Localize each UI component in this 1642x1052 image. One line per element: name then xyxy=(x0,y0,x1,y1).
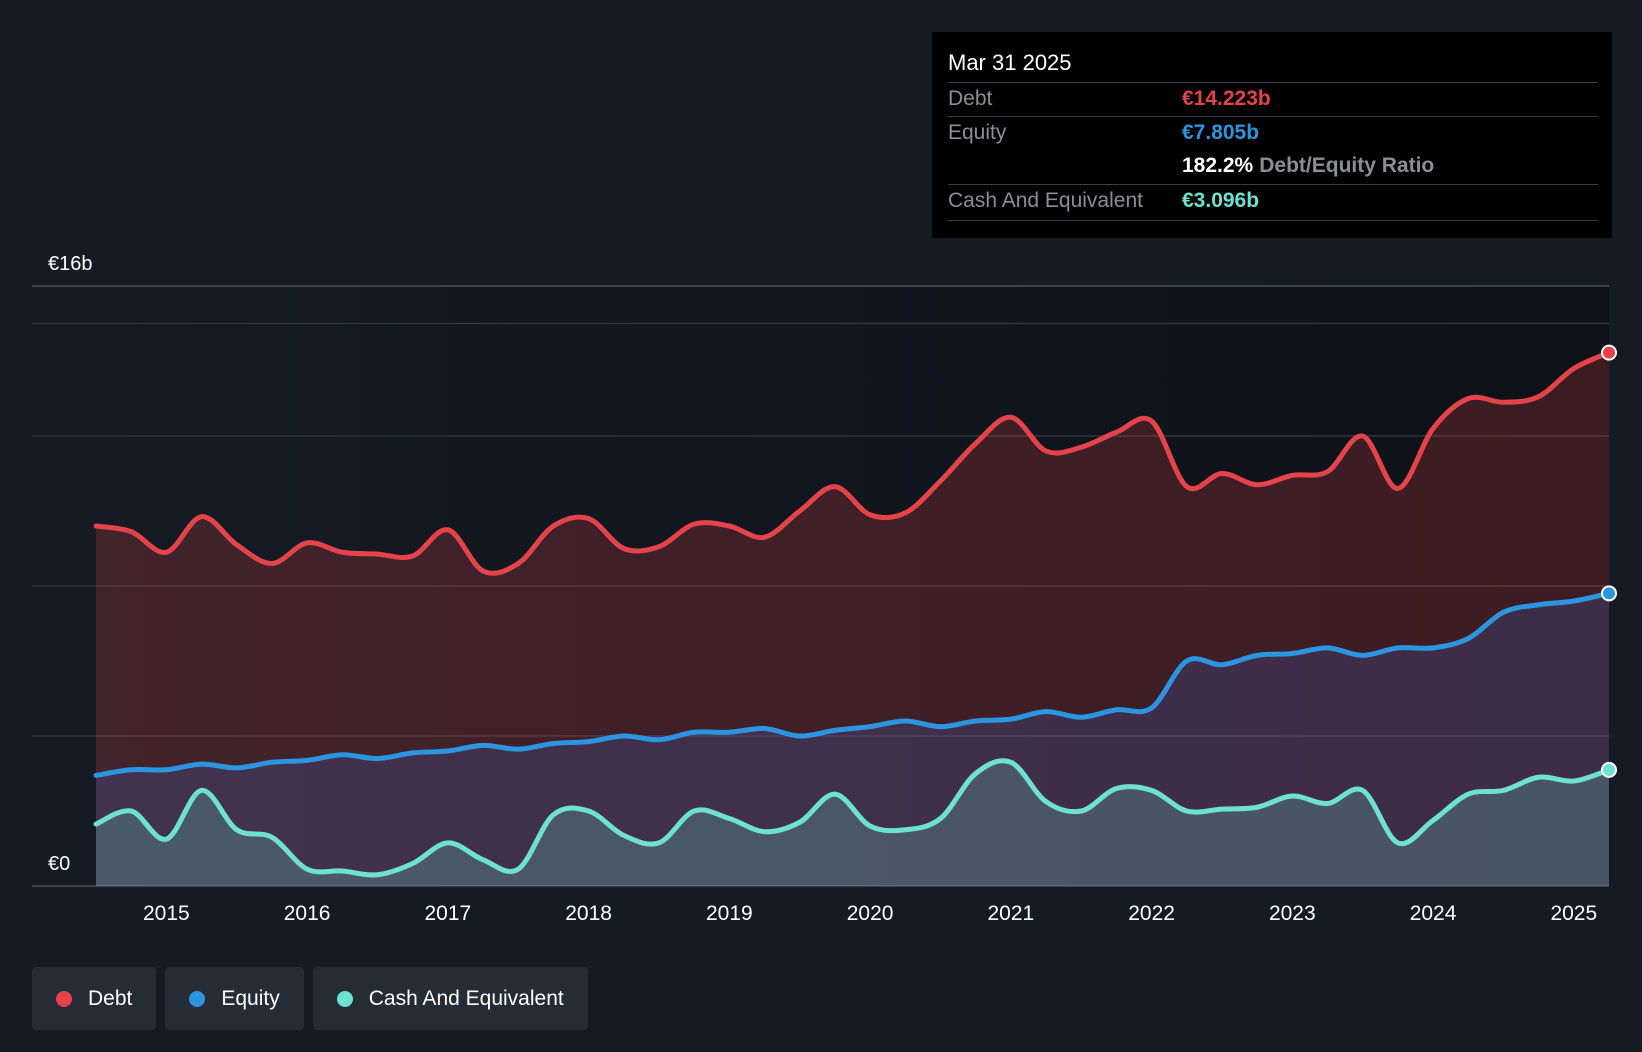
tooltip-row-debt: Debt €14.223b xyxy=(948,82,1598,117)
y-tick-label: €16b xyxy=(48,253,93,275)
tooltip-equity-label: Equity xyxy=(948,121,1007,144)
area-cash-and-equivalent xyxy=(96,760,1609,886)
legend-dot-cash xyxy=(336,990,353,1007)
x-tick-label: 2016 xyxy=(284,902,331,925)
x-tick-label: 2018 xyxy=(565,902,612,925)
x-tick-label: 2017 xyxy=(425,902,472,925)
tooltip-divider xyxy=(948,220,1598,221)
tooltip-date: Mar 31 2025 xyxy=(948,50,1072,75)
x-tick-label: 2025 xyxy=(1550,902,1597,925)
legend-label-equity: Equity xyxy=(221,986,280,1010)
tooltip-row-equity: Equity €7.805b xyxy=(948,116,1598,151)
x-tick-label: 2024 xyxy=(1410,902,1457,925)
series-areas xyxy=(96,352,1609,886)
legend-item-equity[interactable]: Equity xyxy=(165,967,304,1030)
y-tick-label: €0 xyxy=(48,853,70,875)
tooltip-debt-label: Debt xyxy=(948,87,993,110)
series-lines xyxy=(93,350,1612,878)
line-debt xyxy=(93,350,1612,576)
tooltip-debt-value: €14.223b xyxy=(1182,87,1271,110)
x-tick-label: 2023 xyxy=(1269,902,1316,925)
end-marker-debt xyxy=(1601,344,1617,361)
end-marker-equity xyxy=(1601,585,1617,602)
plot-area xyxy=(32,285,1609,887)
x-tick-label: 2019 xyxy=(706,902,753,925)
tooltip-row-ratio: 182.2% Debt/Equity Ratio xyxy=(948,150,1598,184)
end-marker-cash-and-equivalent xyxy=(1601,761,1617,778)
x-tick-label: 2022 xyxy=(1128,902,1175,925)
tooltip-panel: Mar 31 2025 Debt €14.223b Equity €7.805b… xyxy=(932,32,1612,238)
tooltip-row-cash: Cash And Equivalent €3.096b xyxy=(948,184,1598,219)
area-equity xyxy=(96,593,1609,886)
line-cash-and-equivalent xyxy=(93,758,1612,878)
tooltip-cash-label: Cash And Equivalent xyxy=(948,189,1143,212)
legend-label-cash: Cash And Equivalent xyxy=(368,986,564,1010)
tooltip-ratio-label: Debt/Equity Ratio xyxy=(1259,154,1435,177)
legend-item-cash[interactable]: Cash And Equivalent xyxy=(312,967,588,1030)
line-equity xyxy=(93,590,1612,778)
legend-dot-debt xyxy=(56,990,72,1007)
area-debt xyxy=(96,352,1609,886)
legend-dot-equity xyxy=(189,990,206,1007)
tooltip-ratio-value: 182.2% xyxy=(1182,154,1254,177)
legend-item-debt[interactable]: Debt xyxy=(32,967,157,1030)
x-tick-label: 2020 xyxy=(847,902,894,925)
legend-label-debt: Debt xyxy=(88,986,133,1010)
x-tick-label: 2015 xyxy=(143,902,190,925)
tooltip-equity-value: €7.805b xyxy=(1182,121,1260,144)
chart-legend: Debt Equity Cash And Equivalent xyxy=(32,967,588,1030)
y-axis-ticks: €0 €16b xyxy=(48,253,93,875)
x-axis-ticks: 2015 2016 2017 2018 2019 2020 2021 2022 2023 2024… xyxy=(143,902,1597,925)
tooltip-ratio: 182.2% Debt/Equity Ratio xyxy=(1182,154,1434,178)
x-tick-label: 2021 xyxy=(987,902,1034,925)
tooltip-cash-value: €3.096b xyxy=(1182,189,1260,212)
series-end-markers xyxy=(1601,344,1617,778)
